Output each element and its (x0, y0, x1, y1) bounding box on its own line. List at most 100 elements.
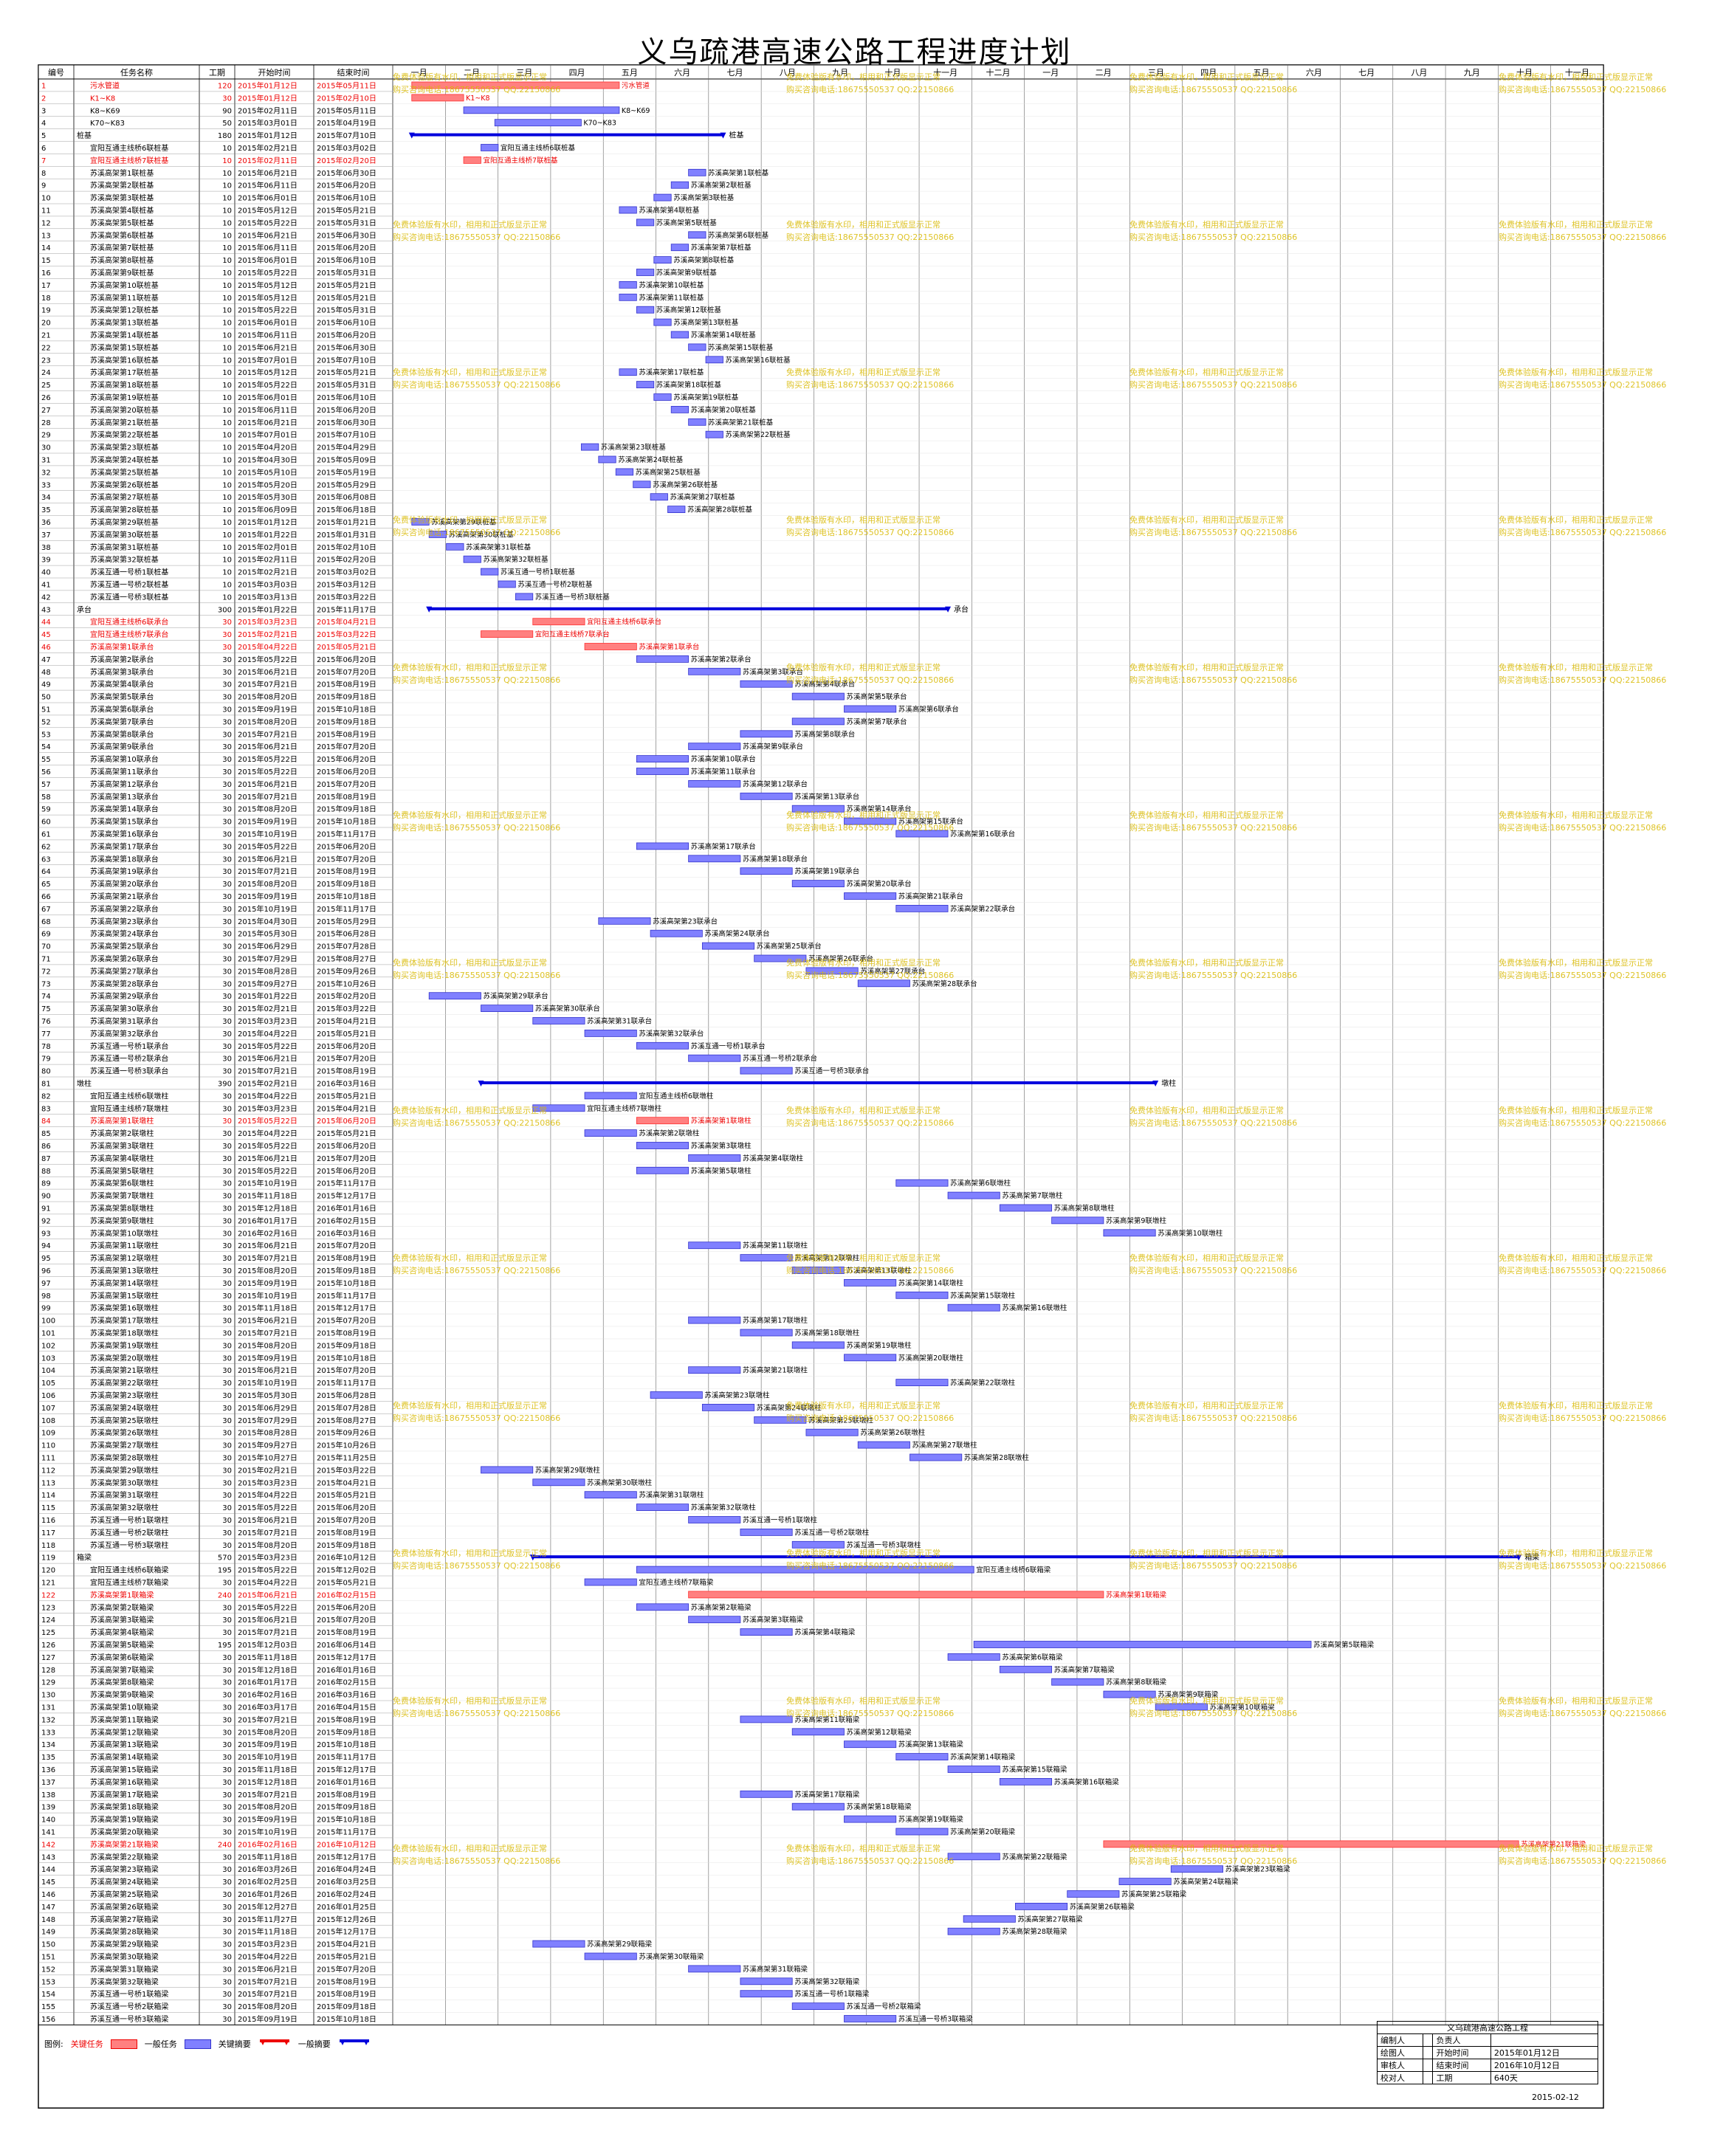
task-duration: 30 (222, 1055, 232, 1064)
task-name: 苏溪高架第11联承台 (90, 767, 159, 776)
task-end: 2015年06月30日 (317, 342, 376, 352)
task-start: 2015年01月12日 (238, 93, 298, 103)
month-label: 六月 (674, 68, 690, 78)
task-end: 2015年09月18日 (317, 1727, 376, 1737)
task-end: 2015年08月19日 (317, 1989, 376, 1999)
task-start: 2015年08月20日 (238, 879, 298, 889)
bar-label: 苏溪高架第25联箱梁 (1121, 1890, 1187, 1899)
task-name: 苏溪高架第29联箱梁 (90, 1940, 159, 1949)
month-label: 十二月 (986, 67, 1011, 78)
task-bar (688, 1965, 741, 1973)
task-name: 苏溪高架第14联箱梁 (90, 1752, 159, 1762)
task-duration: 30 (222, 1542, 232, 1550)
bar-label: 宜阳互通主线桥6联墩柱 (639, 1092, 714, 1101)
task-end: 2015年04月19日 (317, 118, 376, 128)
task-end: 2016年01月16日 (317, 1777, 376, 1787)
task-start: 2015年06月29日 (238, 942, 298, 951)
task-start: 2015年06月09日 (238, 505, 298, 514)
task-id: 120 (41, 1567, 55, 1575)
task-start: 2015年09月19日 (238, 817, 298, 827)
task-duration: 10 (222, 219, 232, 227)
task-id: 43 (41, 606, 51, 614)
task-start: 2015年09月27日 (238, 979, 298, 988)
task-bar (688, 743, 741, 751)
bar-label: 苏溪高架第32联承台 (639, 1029, 704, 1038)
task-name: 苏溪高架第18联桩基 (90, 380, 159, 390)
watermark-text: 免费体验版有水印，相用和正式版显示正常 (1499, 1695, 1653, 1706)
task-end: 2016年04月24日 (317, 1864, 376, 1874)
task-end: 2015年11月17日 (317, 1752, 376, 1762)
task-name: 苏溪高架第15联承台 (90, 817, 159, 827)
task-name: 苏溪高架第15联墩柱 (90, 1291, 159, 1301)
task-end: 2015年02月20日 (317, 555, 376, 565)
column-header-end: 结束时间 (337, 68, 370, 78)
task-end: 2016年03月16日 (317, 1079, 376, 1089)
task-id: 33 (41, 481, 51, 489)
task-end: 2015年02月10日 (317, 93, 376, 103)
task-id: 88 (41, 1168, 51, 1176)
watermark-text: 免费体验版有水印，相用和正式版显示正常 (786, 72, 941, 82)
task-name: 苏溪高架第18联承台 (90, 854, 159, 864)
task-start: 2015年06月21日 (238, 342, 298, 352)
task-start: 2015年04月22日 (238, 642, 298, 652)
task-name: 苏溪高架第12联墩柱 (90, 1253, 159, 1263)
task-name: 苏溪高架第16联墩柱 (90, 1303, 159, 1313)
task-name: 苏溪高架第17联箱梁 (90, 1790, 159, 1799)
task-duration: 30 (222, 819, 232, 827)
task-duration: 10 (222, 207, 232, 216)
task-bar (844, 1354, 897, 1362)
watermark-text: 免费体验版有水印，相用和正式版显示正常 (1129, 1253, 1284, 1263)
task-id: 62 (41, 843, 51, 851)
watermark-text: 购买咨询电话:18675550537 QQ:22150866 (393, 822, 560, 833)
task-duration: 10 (222, 394, 232, 402)
task-id: 41 (41, 582, 51, 590)
bar-label: 苏溪高架第13联墩柱 (846, 1267, 912, 1275)
task-id: 70 (41, 943, 51, 951)
legend-normal-summary-label: 一般摘要 (298, 2039, 331, 2049)
task-start: 2015年07月29日 (238, 954, 298, 964)
bar-label: 苏溪高架第3联墩柱 (691, 1142, 752, 1151)
bar-label: 苏溪高架第1联箱梁 (1106, 1591, 1167, 1599)
task-duration: 30 (222, 1217, 232, 1225)
info-cell: 2016年10月12日 (1490, 2059, 1599, 2072)
task-end: 2015年03月02日 (317, 143, 376, 153)
task-start: 2015年05月22日 (238, 1141, 298, 1151)
bar-label: 苏溪高架第15联桩基 (708, 343, 774, 352)
column-header-start: 开始时间 (258, 67, 291, 78)
bar-label: 苏溪高架第26联墩柱 (860, 1428, 926, 1437)
task-bar (688, 1616, 741, 1624)
task-id: 117 (41, 1529, 55, 1537)
task-end: 2015年05月29日 (317, 917, 376, 926)
bar-label: 苏溪互通一号桥2联箱梁 (846, 2002, 921, 2011)
task-id: 83 (41, 1105, 51, 1113)
task-start: 2015年06月21日 (238, 742, 298, 751)
task-id: 116 (41, 1517, 55, 1525)
task-bar (740, 730, 793, 738)
task-start: 2015年06月21日 (238, 779, 298, 789)
task-end: 2015年04月21日 (317, 1940, 376, 1949)
task-duration: 30 (222, 1492, 232, 1500)
task-name: 苏溪高架第19联承台 (90, 867, 159, 876)
bar-label: 苏溪高架第13联桩基 (673, 318, 739, 327)
task-start: 2015年06月11日 (238, 405, 298, 415)
task-name: 苏溪高架第9联承台 (90, 742, 154, 751)
task-end: 2016年03月25日 (317, 1877, 376, 1887)
task-id: 98 (41, 1292, 51, 1301)
task-bar (791, 805, 845, 813)
task-bar (740, 1715, 793, 1723)
task-start: 2015年06月29日 (238, 1403, 298, 1413)
task-bar (1051, 1216, 1104, 1225)
task-name: 苏溪高架第23联桩基 (90, 443, 159, 452)
task-name: 苏溪高架第11联墩柱 (90, 1241, 159, 1250)
bar-label: 苏溪高架第19联箱梁 (898, 1815, 964, 1824)
task-end: 2015年10月18日 (317, 817, 376, 827)
bar-label: 苏溪高架第10联承台 (691, 755, 756, 764)
task-duration: 30 (222, 1130, 232, 1138)
task-end: 2015年08月19日 (317, 1790, 376, 1799)
task-duration: 30 (222, 94, 232, 103)
task-start: 2015年07月21日 (238, 1715, 298, 1724)
task-bar (1051, 1678, 1104, 1686)
task-name: 苏溪高架第22联箱梁 (90, 1852, 159, 1861)
task-duration: 240 (218, 1591, 232, 1599)
task-start: 2016年03月17日 (238, 1703, 298, 1712)
